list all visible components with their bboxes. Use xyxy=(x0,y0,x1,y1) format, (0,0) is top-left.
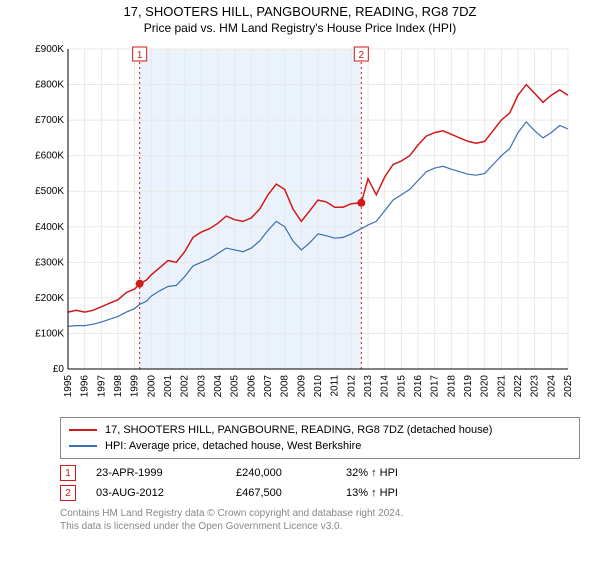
legend-swatch xyxy=(69,445,97,447)
sale-delta: 13% ↑ HPI xyxy=(346,487,398,499)
svg-text:1995: 1995 xyxy=(63,375,74,398)
svg-text:2024: 2024 xyxy=(546,375,557,398)
svg-text:2000: 2000 xyxy=(146,375,157,398)
svg-text:1998: 1998 xyxy=(113,375,124,398)
sale-delta: 32% ↑ HPI xyxy=(346,467,398,479)
svg-text:2005: 2005 xyxy=(230,375,241,398)
svg-text:2012: 2012 xyxy=(346,375,357,398)
svg-text:£600K: £600K xyxy=(35,151,64,162)
svg-text:£500K: £500K xyxy=(35,186,64,197)
svg-text:1996: 1996 xyxy=(80,375,91,398)
svg-text:2007: 2007 xyxy=(263,375,274,398)
svg-text:2014: 2014 xyxy=(380,375,391,398)
sale-date: 03-AUG-2012 xyxy=(96,487,236,499)
svg-text:2008: 2008 xyxy=(280,375,291,398)
svg-text:2021: 2021 xyxy=(496,375,507,398)
footer-attribution: Contains HM Land Registry data © Crown c… xyxy=(60,507,580,533)
svg-text:2011: 2011 xyxy=(330,375,341,397)
svg-text:1: 1 xyxy=(137,50,143,61)
svg-text:£700K: £700K xyxy=(35,115,64,126)
price-chart: £0 £100K £200K £300K £400K £500K £600K £700K £80… xyxy=(20,41,580,411)
svg-text:2: 2 xyxy=(359,50,365,61)
svg-text:2009: 2009 xyxy=(296,375,307,398)
page-title: 17, SHOOTERS HILL, PANGBOURNE, READING, … xyxy=(0,4,600,19)
svg-text:2016: 2016 xyxy=(413,375,424,398)
svg-text:1997: 1997 xyxy=(96,375,107,398)
legend-item: HPI: Average price, detached house, West… xyxy=(69,438,571,454)
svg-text:£300K: £300K xyxy=(35,257,64,268)
sale-marker-icon: 1 xyxy=(60,465,76,481)
svg-text:2003: 2003 xyxy=(196,375,207,398)
svg-text:£100K: £100K xyxy=(35,328,64,339)
legend: 17, SHOOTERS HILL, PANGBOURNE, READING, … xyxy=(60,417,580,459)
svg-text:2017: 2017 xyxy=(430,375,441,398)
svg-text:2001: 2001 xyxy=(163,375,174,398)
svg-text:2002: 2002 xyxy=(180,375,191,398)
sale-row: 2 03-AUG-2012 £467,500 13% ↑ HPI xyxy=(60,483,580,503)
sale-row: 1 23-APR-1999 £240,000 32% ↑ HPI xyxy=(60,463,580,483)
sale-date: 23-APR-1999 xyxy=(96,467,236,479)
svg-text:2013: 2013 xyxy=(363,375,374,398)
sale-events: 1 23-APR-1999 £240,000 32% ↑ HPI 2 03-AU… xyxy=(60,463,580,503)
svg-text:£0: £0 xyxy=(53,364,65,375)
legend-swatch xyxy=(69,429,97,431)
svg-text:£200K: £200K xyxy=(35,293,64,304)
svg-text:2022: 2022 xyxy=(513,375,524,398)
svg-text:2025: 2025 xyxy=(563,375,574,398)
svg-text:2010: 2010 xyxy=(313,375,324,398)
legend-label: 17, SHOOTERS HILL, PANGBOURNE, READING, … xyxy=(105,424,492,436)
svg-text:£800K: £800K xyxy=(35,80,64,91)
svg-text:2006: 2006 xyxy=(246,375,257,398)
svg-text:£400K: £400K xyxy=(35,222,64,233)
sale-price: £240,000 xyxy=(236,467,346,479)
legend-label: HPI: Average price, detached house, West… xyxy=(105,440,361,452)
svg-text:2004: 2004 xyxy=(213,375,224,398)
legend-item: 17, SHOOTERS HILL, PANGBOURNE, READING, … xyxy=(69,422,571,438)
svg-text:2023: 2023 xyxy=(530,375,541,398)
svg-text:2019: 2019 xyxy=(463,375,474,398)
sale-price: £467,500 xyxy=(236,487,346,499)
page-subtitle: Price paid vs. HM Land Registry's House … xyxy=(0,21,600,35)
svg-text:2015: 2015 xyxy=(396,375,407,398)
svg-text:2020: 2020 xyxy=(480,375,491,398)
svg-text:1999: 1999 xyxy=(130,375,141,398)
svg-text:£900K: £900K xyxy=(35,44,64,55)
sale-marker-icon: 2 xyxy=(60,485,76,501)
svg-text:2018: 2018 xyxy=(446,375,457,398)
